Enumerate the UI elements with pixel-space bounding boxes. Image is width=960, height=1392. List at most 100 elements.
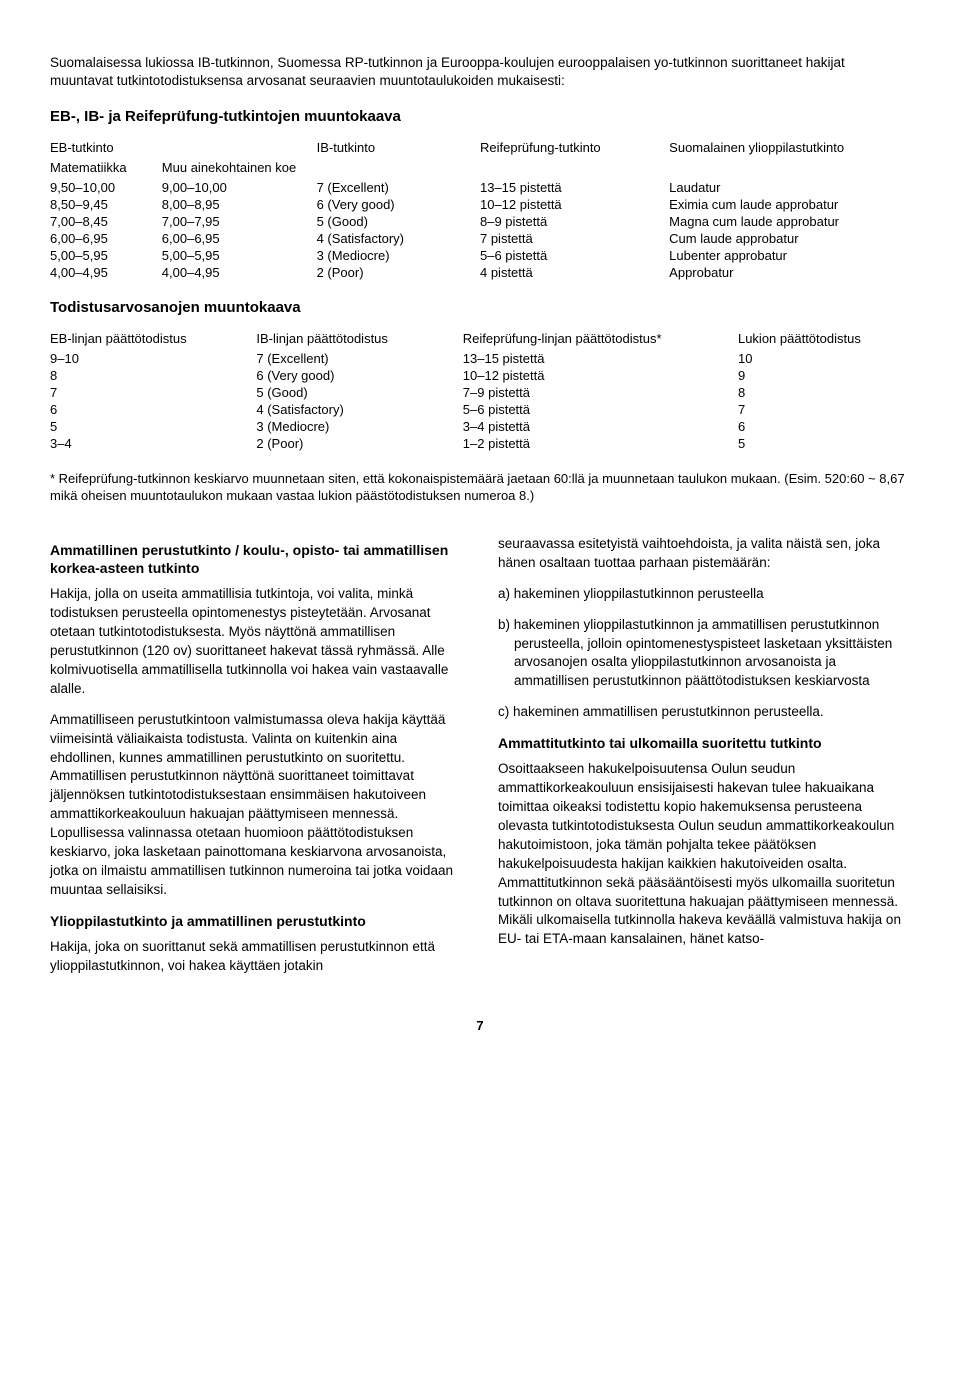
table-cell: 4,00–4,95 [162,264,317,281]
table-header-row: EB-linjan päättötodistus IB-linjan päätt… [50,330,910,350]
two-column-layout: Ammatillinen perustutkinto / koulu-, opi… [50,535,910,988]
right-heading-1: Ammattitutkinto tai ulkomailla suoritett… [498,734,910,752]
table-cell: 6,00–6,95 [162,230,317,247]
table-cell: 1–2 pistettä [463,435,738,452]
table-cell: 7–9 pistettä [463,384,738,401]
option-c: c) hakeminen ammatillisen perustutkinnon… [498,703,910,722]
table-header: Lukion päättötodistus [738,330,910,350]
table-header: IB-tutkinto [317,139,480,159]
table-cell: 3–4 [50,435,256,452]
table-row: 6,00–6,956,00–6,954 (Satisfactory)7 pist… [50,230,910,247]
left-paragraph: Ammatilliseen perustutkintoon valmistuma… [50,711,462,900]
heading-muuntokaava-2: Todistusarvosanojen muuntokaava [50,299,910,316]
table-header: Reifeprüfung-linjan päättötodistus* [463,330,738,350]
right-paragraph: Osoittaakseen hakukelpoisuutensa Oulun s… [498,760,910,949]
table-row: 7,00–8,457,00–7,955 (Good)8–9 pistettäMa… [50,213,910,230]
table-cell: 13–15 pistettä [480,179,669,196]
table-cell: 4,00–4,95 [50,264,162,281]
table-cell: 8–9 pistettä [480,213,669,230]
table-cell: 6,00–6,95 [50,230,162,247]
table-cell: 3 (Mediocre) [317,247,480,264]
table-cell: 7 [738,401,910,418]
table-cell: 9,00–10,00 [162,179,317,196]
table-cell: 10–12 pistettä [480,196,669,213]
table-cell: 5 [50,418,256,435]
table-cell: 7 (Excellent) [317,179,480,196]
table-cell: Lubenter approbatur [669,247,910,264]
table-row: 3–42 (Poor)1–2 pistettä5 [50,435,910,452]
table-row: 53 (Mediocre)3–4 pistettä6 [50,418,910,435]
table-row: 8,50–9,458,00–8,956 (Very good)10–12 pis… [50,196,910,213]
table-cell: 4 pistettä [480,264,669,281]
table-cell: 5 [738,435,910,452]
table-cell: 5,00–5,95 [50,247,162,264]
table-cell: Cum laude approbatur [669,230,910,247]
table-cell: 7 (Excellent) [256,350,462,367]
left-paragraph: Hakija, joka on suorittanut sekä ammatil… [50,938,462,976]
option-b: b) hakeminen ylioppilastutkinnon ja amma… [498,616,910,692]
table-cell: 5,00–5,95 [162,247,317,264]
page-number: 7 [50,1018,910,1033]
table-row: 75 (Good)7–9 pistettä8 [50,384,910,401]
table-cell: 5–6 pistettä [463,401,738,418]
table-row: 9–107 (Excellent)13–15 pistettä10 [50,350,910,367]
footnote: * Reifeprüfung-tutkinnon keskiarvo muunn… [50,470,910,505]
table-cell: 4 (Satisfactory) [256,401,462,418]
table-row: 9,50–10,009,00–10,007 (Excellent)13–15 p… [50,179,910,196]
table-cell: 7 [50,384,256,401]
table-cell: Laudatur [669,179,910,196]
table-cell: Magna cum laude approbatur [669,213,910,230]
table-cell: 5 (Good) [256,384,462,401]
table-cell: 9 [738,367,910,384]
page: Suomalaisessa lukiossa IB-tutkinnon, Suo… [0,0,960,1063]
heading-muuntokaava-1: EB-, IB- ja Reifeprüfung-tutkintojen muu… [50,108,910,125]
conversion-table-2: EB-linjan päättötodistus IB-linjan päätt… [50,330,910,452]
right-column: seuraavassa esitetyistä vaihtoehdoista, … [498,535,910,988]
table-cell: 2 (Poor) [317,264,480,281]
left-heading-2: Ylioppilastutkinto ja ammatillinen perus… [50,912,462,930]
table-cell: 9,50–10,00 [50,179,162,196]
table-cell: 10 [738,350,910,367]
table-subheader: Muu ainekohtainen koe [162,159,317,179]
table-header: Suomalainen ylioppilastutkinto [669,139,910,159]
table-header: EB-tutkinto [50,139,162,159]
table-cell: Eximia cum laude approbatur [669,196,910,213]
table-row: 86 (Very good)10–12 pistettä9 [50,367,910,384]
table-header: Reifeprüfung-tutkinto [480,139,669,159]
table-cell: 4 (Satisfactory) [317,230,480,247]
table-cell: 5 (Good) [317,213,480,230]
table-header [162,139,317,159]
table-header-row: EB-tutkinto IB-tutkinto Reifeprüfung-tut… [50,139,910,159]
table-cell: 3 (Mediocre) [256,418,462,435]
table-cell: 7 pistettä [480,230,669,247]
intro-paragraph: Suomalaisessa lukiossa IB-tutkinnon, Suo… [50,54,910,90]
table-cell: 3–4 pistettä [463,418,738,435]
left-column: Ammatillinen perustutkinto / koulu-, opi… [50,535,462,988]
table-cell: 8 [738,384,910,401]
table-row: 5,00–5,955,00–5,953 (Mediocre)5–6 pistet… [50,247,910,264]
conversion-table-1: EB-tutkinto IB-tutkinto Reifeprüfung-tut… [50,139,910,281]
table-cell: 6 [50,401,256,418]
table-header: IB-linjan päättötodistus [256,330,462,350]
table-cell: 8,50–9,45 [50,196,162,213]
table-cell: 5–6 pistettä [480,247,669,264]
table-row: 4,00–4,954,00–4,952 (Poor)4 pistettäAppr… [50,264,910,281]
left-heading-1: Ammatillinen perustutkinto / koulu-, opi… [50,541,462,577]
table-cell: 7,00–7,95 [162,213,317,230]
table-header: EB-linjan päättötodistus [50,330,256,350]
option-a: a) hakeminen ylioppilastutkinnon peruste… [498,585,910,604]
table-cell: 8,00–8,95 [162,196,317,213]
table-subheader [317,159,480,179]
table-subheader: Matematiikka [50,159,162,179]
table-subheader [480,159,669,179]
table-cell: Approbatur [669,264,910,281]
left-paragraph: Hakija, jolla on useita ammatillisia tut… [50,585,462,698]
right-paragraph: seuraavassa esitetyistä vaihtoehdoista, … [498,535,910,573]
table-subheader [669,159,910,179]
table-subheader-row: Matematiikka Muu ainekohtainen koe [50,159,910,179]
table-cell: 8 [50,367,256,384]
table-cell: 6 [738,418,910,435]
table-cell: 6 (Very good) [256,367,462,384]
table-cell: 6 (Very good) [317,196,480,213]
table-cell: 10–12 pistettä [463,367,738,384]
